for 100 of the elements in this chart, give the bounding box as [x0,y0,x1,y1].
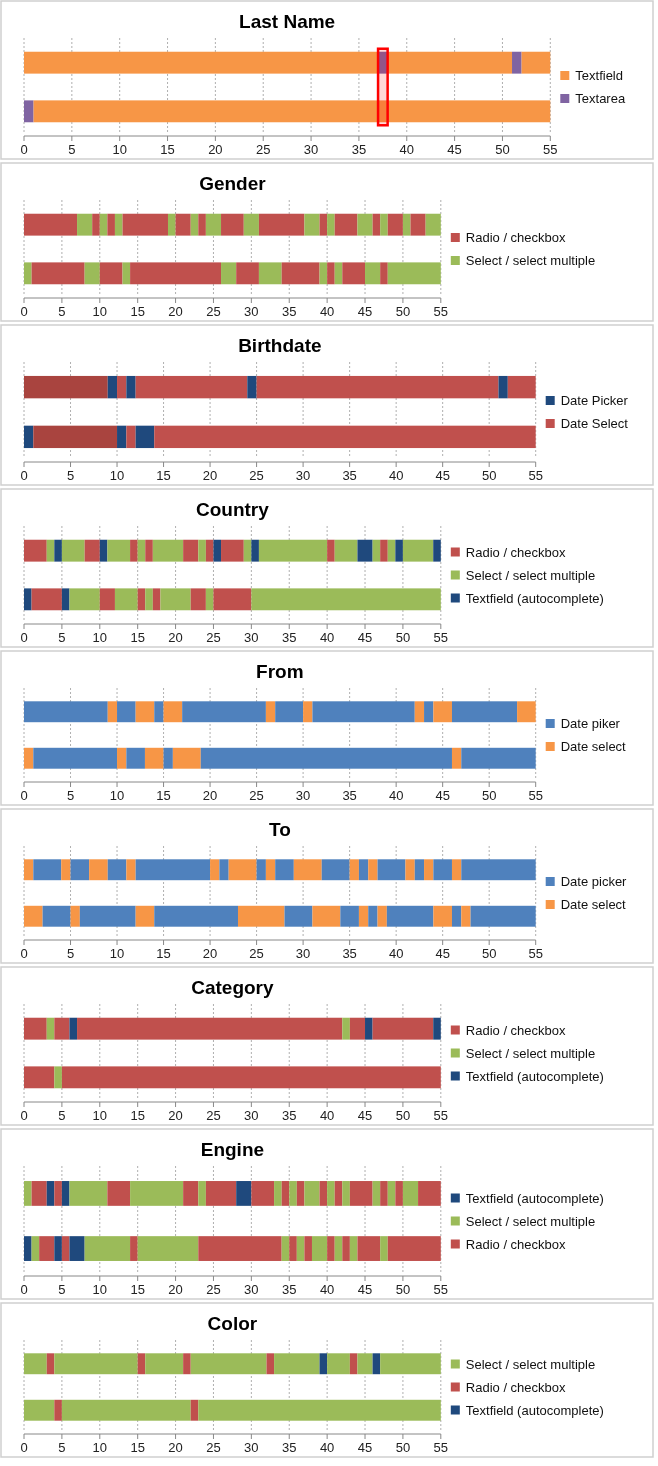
x-tick-label: 50 [395,630,411,645]
x-tick-label: 0 [20,1282,28,1297]
x-tick-label: 20 [202,468,218,483]
legend-label: Date select [560,739,627,754]
legend-label: Textfield (autocomplete) [465,1068,604,1084]
legend-label: Radio / checkbox [465,1236,567,1252]
legend-label: Textarea [575,91,626,106]
x-tick-label: 0 [20,304,28,319]
x-tick-label: 50 [395,304,411,319]
x-tick-label: 5 [58,1282,66,1297]
legend-label: Textfield [575,68,623,83]
x-tick-label: 25 [249,468,264,483]
x-tick-label: 25 [206,304,221,319]
x-tick-label: 15 [160,142,175,157]
x-tick-label: 5 [58,630,66,645]
x-tick-label: 30 [295,468,311,483]
x-tick-label: 15 [130,304,145,319]
x-tick-label: 15 [130,1108,145,1123]
chart-title: To [268,819,291,840]
x-tick-label: 40 [319,1108,335,1123]
x-tick-label: 30 [244,304,259,319]
x-tick-label: 30 [244,1440,259,1455]
x-tick-label: 55 [433,1440,449,1455]
legend-label: Radio / checkbox [465,1022,567,1038]
x-tick-label: 25 [206,1282,221,1297]
chart-title: Engine [200,1139,265,1160]
x-tick-label: 35 [282,304,297,319]
x-tick-label: 5 [58,1440,66,1455]
chart-title: Last Name [239,11,336,32]
x-tick-label: 35 [282,630,297,645]
legend-label: Date Select [560,416,629,431]
x-tick-label: 50 [495,142,510,157]
x-tick-label: 40 [319,1282,335,1297]
x-tick-label: 30 [244,1282,259,1297]
chart-title: Color [207,1313,258,1334]
x-tick-label: 50 [481,788,497,803]
x-tick-label: 35 [342,788,357,803]
legend-label: Radio / checkbox [465,544,567,560]
x-tick-label: 10 [109,468,125,483]
chart-title: Gender [199,173,267,194]
legend-label: Select / select multiple [465,1213,596,1229]
x-tick-label: 40 [388,946,404,961]
x-tick-label: 30 [244,1108,259,1123]
x-tick-label: 15 [156,946,171,961]
x-tick-label: 25 [206,1440,221,1455]
x-tick-label: 10 [92,1282,108,1297]
x-tick-label: 40 [319,630,335,645]
x-tick-label: 15 [156,788,171,803]
x-tick-label: 20 [168,1440,183,1455]
x-tick-label: 0 [20,946,28,961]
x-tick-label: 55 [528,946,543,961]
x-tick-label: 45 [435,788,450,803]
x-tick-label: 40 [319,1440,335,1455]
legend-label: Date picker [560,874,628,889]
x-tick-label: 40 [388,468,404,483]
x-tick-label: 45 [357,1282,373,1297]
x-tick-label: 15 [130,1282,145,1297]
x-tick-label: 0 [20,1440,28,1455]
x-tick-label: 30 [244,630,259,645]
x-tick-label: 10 [109,788,125,803]
x-tick-label: 25 [206,630,221,645]
legend-label: Select / select multiple [465,1356,596,1372]
x-tick-label: 55 [528,788,543,803]
legend-label: Radio / checkbox [465,1379,567,1395]
x-tick-label: 45 [435,946,450,961]
x-tick-label: 45 [357,304,373,319]
x-tick-label: 45 [447,142,462,157]
legend-label: Textfield (autocomplete) [465,590,604,606]
x-tick-label: 30 [295,946,311,961]
chart-title: Country [195,499,270,520]
x-tick-label: 35 [342,468,357,483]
x-tick-label: 0 [20,1108,28,1123]
x-tick-label: 45 [357,1108,373,1123]
chart-title: From [256,661,304,682]
x-tick-label: 5 [66,946,75,961]
x-tick-label: 5 [58,1108,66,1123]
legend-label: Textfield (autocomplete) [465,1402,604,1418]
x-tick-label: 50 [395,1440,411,1455]
x-tick-label: 10 [92,630,108,645]
x-tick-label: 35 [342,946,357,961]
legend-label: Select / select multiple [465,1045,596,1061]
x-tick-label: 0 [20,788,28,803]
x-tick-label: 55 [433,1282,449,1297]
x-tick-label: 10 [112,142,127,157]
x-tick-label: 25 [206,1108,221,1123]
x-tick-label: 55 [528,468,543,483]
x-tick-label: 5 [66,788,75,803]
x-tick-label: 25 [249,788,264,803]
x-tick-label: 20 [168,1282,183,1297]
x-tick-label: 55 [433,630,449,645]
chart-title: Birthdate [238,335,322,356]
x-tick-label: 15 [130,1440,145,1455]
x-tick-label: 40 [319,304,335,319]
x-tick-label: 35 [351,142,367,157]
chart-title: Category [191,977,275,998]
x-tick-label: 10 [109,946,125,961]
legend-label: Textfield (autocomplete) [465,1190,604,1206]
x-tick-label: 25 [249,946,264,961]
x-tick-label: 20 [168,630,183,645]
x-tick-label: 55 [433,304,449,319]
